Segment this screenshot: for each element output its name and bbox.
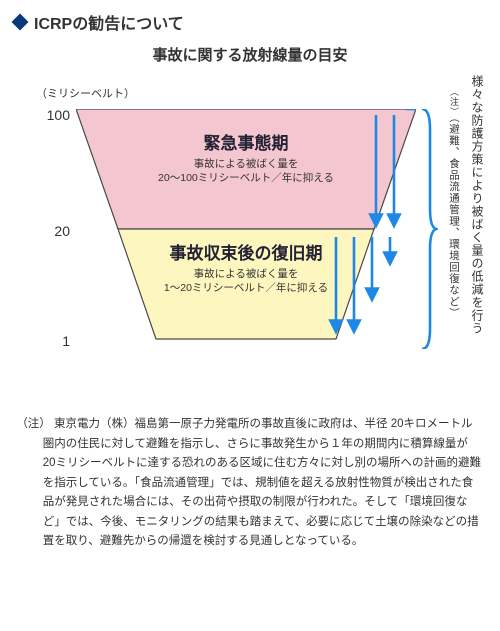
footnote-body: 東京電力（株）福島第一原子力発電所の事故直後に政府は、半径 20キロメートル圏内… — [43, 418, 481, 547]
brace-icon — [418, 109, 438, 349]
trapezoid: 緊急事態期 事故による被ばく量を20〜100ミリシーベルト／年に抑える 事故収束… — [76, 109, 416, 339]
chart-area: （ミリシーベルト） 100 20 1 — [14, 75, 486, 375]
page-title: ICRPの勧告について — [34, 10, 184, 34]
band-emergency — [76, 109, 416, 229]
trapezoid-svg — [76, 109, 416, 349]
footnote: （注） 東京電力（株）福島第一原子力発電所の事故直後に政府は、半径 20キロメー… — [14, 415, 486, 552]
side-text-note: （注）（避難、食品流通管理、環境回復など） — [445, 87, 462, 347]
side-note-body: （避難、食品流通管理、環境回復など） — [448, 117, 460, 319]
footnote-label: （注） — [16, 418, 51, 430]
y-tick-100: 100 — [30, 107, 70, 123]
diamond-icon — [12, 14, 29, 31]
unit-label: （ミリシーベルト） — [36, 85, 135, 101]
note-marker: （注） — [449, 87, 459, 117]
page-root: ICRPの勧告について 事故に関する放射線量の目安 （ミリシーベルト） 100 … — [0, 0, 500, 631]
chart-subtitle: 事故に関する放射線量の目安 — [14, 44, 486, 65]
side-text-main: 様々な防護方策により被ばく量の低減を行う — [467, 75, 486, 370]
page-heading: ICRPの勧告について — [14, 10, 486, 34]
y-tick-1: 1 — [30, 333, 70, 349]
y-tick-20: 20 — [30, 223, 70, 239]
